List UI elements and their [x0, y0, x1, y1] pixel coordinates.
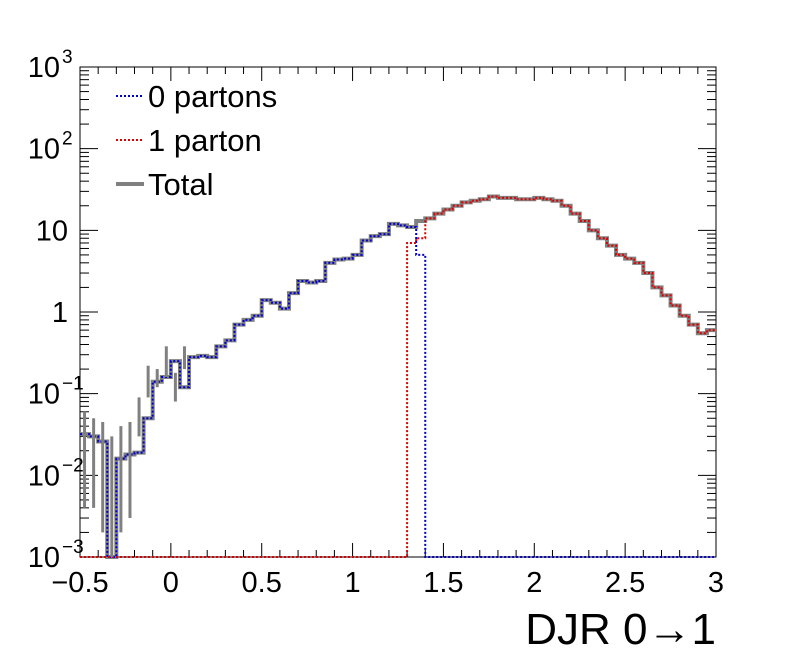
- y-tick-exponent: −2: [62, 455, 84, 476]
- x-tick-label: 1: [345, 567, 361, 599]
- legend-label-total: Total: [148, 167, 213, 202]
- y-tick-exponent: 3: [62, 47, 73, 68]
- error-bars: [83, 346, 186, 557]
- x-tick-label: 1.5: [423, 567, 463, 599]
- y-tick-label: 10: [28, 134, 60, 166]
- y-tick-exponent: 2: [62, 129, 73, 150]
- y-tick-label: 1: [52, 297, 68, 329]
- y-tick-label: 10: [28, 460, 60, 492]
- legend-label-1-parton: 1 parton: [148, 123, 262, 158]
- x-tick-label: 3: [708, 567, 724, 599]
- series-0-partons: [80, 222, 716, 558]
- x-axis-ticks: −0.5 0 0.5 1 1.5 2 2.5 3: [51, 67, 724, 599]
- x-axis-title: DJR 0→1: [525, 605, 716, 654]
- legend: 0 partons 1 parton Total: [116, 79, 277, 202]
- x-tick-label: 2.5: [605, 567, 645, 599]
- y-tick-label: 10: [28, 542, 60, 574]
- y-tick-label: 10: [36, 215, 68, 247]
- y-tick-label: 10: [28, 52, 60, 84]
- y-tick-label: 10: [28, 379, 60, 411]
- x-tick-label: 0: [163, 567, 179, 599]
- histogram-series: [80, 194, 716, 559]
- x-tick-label: −0.5: [51, 567, 108, 599]
- legend-label-0-partons: 0 partons: [148, 79, 277, 114]
- y-tick-exponent: −1: [62, 374, 84, 395]
- y-tick-exponent: −3: [62, 537, 84, 558]
- x-tick-label: 0.5: [242, 567, 282, 599]
- x-tick-label: 2: [526, 567, 542, 599]
- series-1-parton: [80, 195, 716, 558]
